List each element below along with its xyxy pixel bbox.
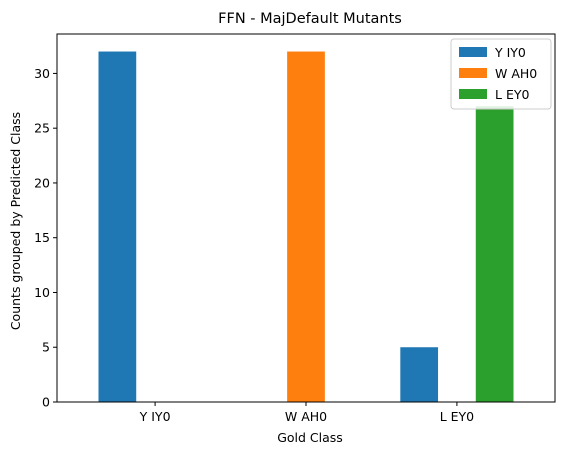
- legend: Y IY0 W AH0 L EY0: [450, 38, 552, 110]
- y-tick-label: 0: [42, 395, 50, 410]
- legend-label: Y IY0: [494, 45, 526, 60]
- y-axis-ticks: 0 5 10 15 20 25 30: [34, 66, 57, 410]
- y-axis-label: Counts grouped by Predicted Class: [8, 112, 23, 330]
- x-tick-label: W AH0: [285, 409, 327, 424]
- x-tick-label: L EY0: [440, 409, 474, 424]
- legend-label: L EY0: [495, 87, 529, 102]
- legend-swatch: [459, 47, 487, 57]
- chart-title: FFN - MajDefault Mutants: [218, 11, 402, 27]
- y-tick-label: 20: [34, 175, 50, 190]
- plot-area-frame: [56, 33, 556, 403]
- y-tick-label: 5: [42, 340, 50, 355]
- bar-y-iy0-y-iy0: [98, 51, 137, 403]
- legend-swatch: [459, 89, 487, 99]
- bar-l-ey0-l-ey0: [475, 106, 514, 403]
- bars-layer: [98, 51, 514, 403]
- x-axis-label: Gold Class: [277, 430, 343, 445]
- bar-y-iy0-l-ey0: [400, 347, 439, 402]
- y-tick-label: 10: [34, 285, 50, 300]
- y-tick-label: 30: [34, 66, 50, 81]
- y-tick-label: 15: [34, 230, 50, 245]
- y-tick-label: 25: [34, 121, 50, 136]
- x-axis-ticks: Y IY0 W AH0 L EY0: [139, 402, 474, 424]
- legend-swatch: [459, 68, 487, 78]
- x-tick-label: Y IY0: [139, 409, 171, 424]
- legend-label: W AH0: [495, 66, 537, 81]
- bar-w-ah0-w-ah0: [287, 51, 325, 403]
